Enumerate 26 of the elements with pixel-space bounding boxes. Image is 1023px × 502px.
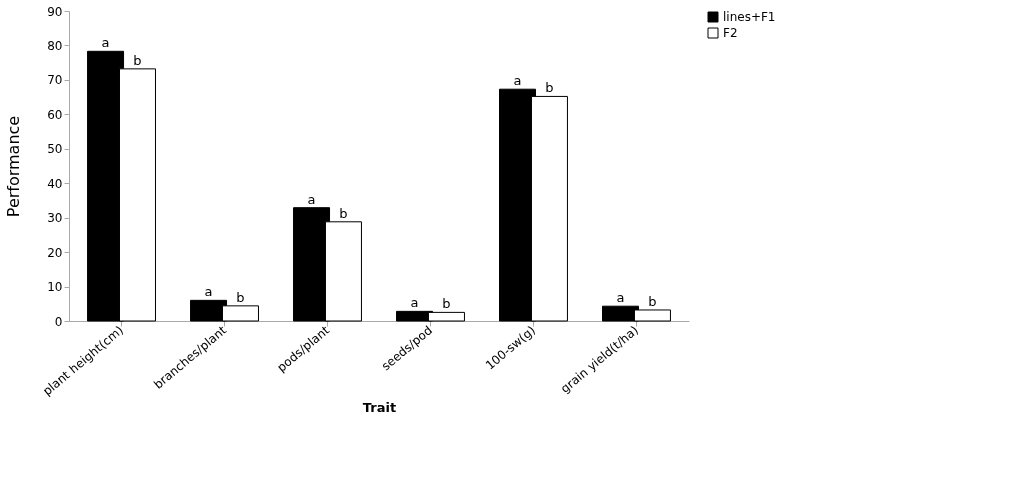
annotation: b: [442, 296, 451, 312]
y-tick-label: 30: [47, 211, 63, 226]
annotation: a: [616, 290, 625, 306]
y-tick-label: 60: [47, 107, 63, 122]
annotation: b: [648, 293, 657, 309]
annotation: b: [236, 289, 245, 305]
legend-label: lines+F1: [723, 10, 776, 24]
annotation: a: [513, 73, 522, 89]
y-axis-title: Performance: [4, 115, 24, 218]
y-tick-label: 40: [47, 176, 63, 191]
y-tick-label: 0: [54, 314, 63, 329]
legend-label: F2: [723, 26, 738, 40]
y-tick-label: 20: [47, 245, 63, 260]
y-tick-label: 80: [47, 38, 63, 53]
annotation: a: [307, 191, 316, 207]
annotation: a: [101, 35, 110, 51]
y-tick-label: 90: [47, 4, 63, 19]
annotation: a: [204, 284, 213, 300]
x-axis-title: Trait: [362, 399, 397, 415]
annotation: a: [410, 295, 419, 311]
y-tick-label: 50: [47, 142, 63, 157]
y-tick-label: 10: [47, 280, 63, 295]
y-tick-label: 70: [47, 73, 63, 88]
annotation: b: [545, 80, 554, 96]
annotation: b: [133, 52, 142, 68]
annotation: b: [339, 205, 348, 221]
